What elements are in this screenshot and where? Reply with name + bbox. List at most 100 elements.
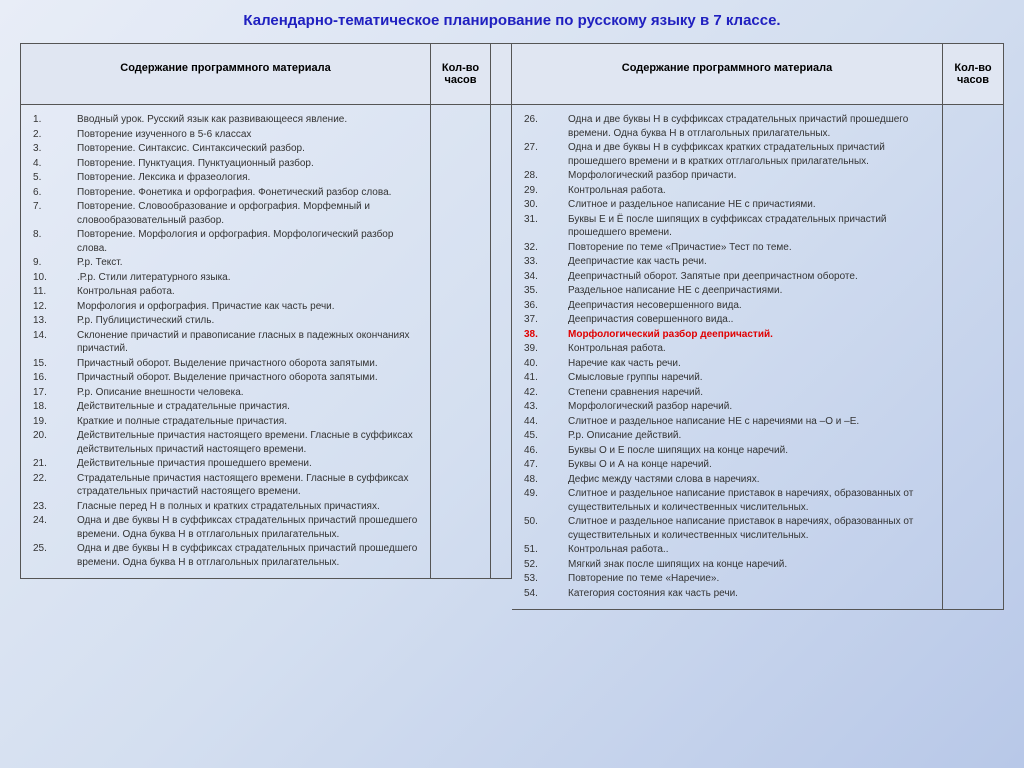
list-item-text: Одна и две буквы Н в суффиксах страдател… (77, 514, 424, 541)
list-item-text: Деепричастия совершенного вида.. (568, 313, 936, 327)
list-item: Страдательные причастия настоящего време… (33, 472, 424, 499)
spacer-cell-left (491, 105, 511, 578)
list-item: Слитное и раздельное написание приставок… (524, 515, 936, 542)
list-item: Деепричастный оборот. Запятые при деепри… (524, 270, 936, 284)
list-item: Повторение по теме «Причастие» Тест по т… (524, 241, 936, 255)
list-item: Повторение. Словообразование и орфографи… (33, 200, 424, 227)
list-item-text: Контрольная работа. (77, 285, 424, 299)
list-item: Одна и две буквы Н в суффиксах страдател… (33, 542, 424, 569)
list-item-text: Степени сравнения наречий. (568, 386, 936, 400)
hours-cell-right (943, 105, 1003, 609)
list-item: Причастный оборот. Выделение причастного… (33, 357, 424, 371)
list-item: Контрольная работа. (524, 342, 936, 356)
list-item-text: Буквы Е и Ё после шипящих в суффиксах ст… (568, 213, 936, 240)
list-item-text: Одна и две буквы Н в суффиксах страдател… (77, 542, 424, 569)
list-item-text: Р.р. Текст. (77, 256, 424, 270)
list-item-text: Слитное и раздельное написание приставок… (568, 487, 936, 514)
list-item-text: Слитное и раздельное написание НЕ с прич… (568, 198, 936, 212)
item-list-right: Одна и две буквы Н в суффиксах страдател… (524, 113, 936, 600)
list-item-text: Повторение. Синтаксис. Синтаксический ра… (77, 142, 424, 156)
list-item-text: Категория состояния как часть речи. (568, 587, 936, 601)
list-item-text: Контрольная работа. (568, 184, 936, 198)
list-item: Деепричастия совершенного вида.. (524, 313, 936, 327)
list-item: Вводный урок. Русский язык как развивающ… (33, 113, 424, 127)
list-item: Склонение причастий и правописание гласн… (33, 329, 424, 356)
list-item-text: Слитное и раздельное написание приставок… (568, 515, 936, 542)
content-cell-left: Вводный урок. Русский язык как развивающ… (21, 105, 431, 578)
hours-cell-left (431, 105, 491, 578)
list-item-text: Смысловые группы наречий. (568, 371, 936, 385)
list-item: Повторение. Пунктуация. Пунктуационный р… (33, 157, 424, 171)
list-item: Р.р. Публицистический стиль. (33, 314, 424, 328)
list-item-text: Вводный урок. Русский язык как развивающ… (77, 113, 424, 127)
list-item-text: Склонение причастий и правописание гласн… (77, 329, 424, 356)
list-item: Деепричастие как часть речи. (524, 255, 936, 269)
list-item: Р.р. Описание действий. (524, 429, 936, 443)
header-hours-right: Кол-во часов (943, 44, 1003, 104)
list-item-text: Повторение. Лексика и фразеология. (77, 171, 424, 185)
list-item: Морфологический разбор деепричастий. (524, 328, 936, 342)
list-item: Гласные перед Н в полных и кратких страд… (33, 500, 424, 514)
list-item: Морфологический разбор причасти. (524, 169, 936, 183)
list-item-text: Повторение. Словообразование и орфографи… (77, 200, 424, 227)
list-item-text: Действительные причастия прошедшего врем… (77, 457, 424, 471)
list-item: Повторение по теме «Наречие». (524, 572, 936, 586)
list-item-text: Одна и две буквы Н в суффиксах страдател… (568, 113, 936, 140)
list-item: Р.р. Описание внешности человека. (33, 386, 424, 400)
list-item: Буквы О и А на конце наречий. (524, 458, 936, 472)
list-item: Действительные причастия настоящего врем… (33, 429, 424, 456)
list-item-text: Повторение. Морфология и орфография. Мор… (77, 228, 424, 255)
list-item-text: Морфологический разбор наречий. (568, 400, 936, 414)
list-item: Буквы Е и Ё после шипящих в суффиксах ст… (524, 213, 936, 240)
list-item: Одна и две буквы Н в суффиксах страдател… (524, 113, 936, 140)
list-item-text: Слитное и раздельное написание НЕ с наре… (568, 415, 936, 429)
list-item: Слитное и раздельное написание приставок… (524, 487, 936, 514)
list-item: .Р.р. Стили литературного языка. (33, 271, 424, 285)
list-item-text: Раздельное написание НЕ с деепричастиями… (568, 284, 936, 298)
list-item-text: Деепричастия несовершенного вида. (568, 299, 936, 313)
list-item-text: Р.р. Описание внешности человека. (77, 386, 424, 400)
list-item-text: Страдательные причастия настоящего време… (77, 472, 424, 499)
list-item: Повторение. Синтаксис. Синтаксический ра… (33, 142, 424, 156)
list-item-text: Повторение. Фонетика и орфография. Фонет… (77, 186, 424, 200)
list-item: Категория состояния как часть речи. (524, 587, 936, 601)
header-hours-left: Кол-во часов (431, 44, 491, 104)
list-item: Действительные причастия прошедшего врем… (33, 457, 424, 471)
list-item: Дефис между частями слова в наречиях. (524, 473, 936, 487)
list-item-text: Повторение изученного в 5-6 классах (77, 128, 424, 142)
list-item-text: Деепричастие как часть речи. (568, 255, 936, 269)
list-item-text: Гласные перед Н в полных и кратких страд… (77, 500, 424, 514)
header-content-left: Содержание программного материала (21, 44, 431, 104)
list-item: Одна и две буквы Н в суффиксах кратких с… (524, 141, 936, 168)
list-item: Деепричастия несовершенного вида. (524, 299, 936, 313)
list-item-text: Морфологический разбор причасти. (568, 169, 936, 183)
list-item-text: Одна и две буквы Н в суффиксах кратких с… (568, 141, 936, 168)
list-item-text: Дефис между частями слова в наречиях. (568, 473, 936, 487)
list-item-text: Р.р. Публицистический стиль. (77, 314, 424, 328)
list-item: Краткие и полные страдательные причастия… (33, 415, 424, 429)
list-item: Р.р. Текст. (33, 256, 424, 270)
list-item: Контрольная работа. (33, 285, 424, 299)
list-item-text: Мягкий знак после шипящих на конце нареч… (568, 558, 936, 572)
list-item: Степени сравнения наречий. (524, 386, 936, 400)
item-list-left: Вводный урок. Русский язык как развивающ… (33, 113, 424, 569)
page-title: Календарно-тематическое планирование по … (20, 12, 1004, 29)
list-item-text: Причастный оборот. Выделение причастного… (77, 357, 424, 371)
list-item: Мягкий знак после шипящих на конце нареч… (524, 558, 936, 572)
list-item-text: Повторение по теме «Наречие». (568, 572, 936, 586)
list-item: Действительные и страдательные причастия… (33, 400, 424, 414)
list-item-text: Причастный оборот. Выделение причастного… (77, 371, 424, 385)
list-item-text: Морфология и орфография. Причастие как ч… (77, 300, 424, 314)
list-item-text: Повторение. Пунктуация. Пунктуационный р… (77, 157, 424, 171)
list-item-text: Морфологический разбор деепричастий. (568, 328, 936, 342)
list-item-text: Буквы О и А на конце наречий. (568, 458, 936, 472)
content-cell-right: Одна и две буквы Н в суффиксах страдател… (512, 105, 943, 609)
header-content-right: Содержание программного материала (512, 44, 943, 104)
list-item-text: Повторение по теме «Причастие» Тест по т… (568, 241, 936, 255)
list-item: Повторение. Лексика и фразеология. (33, 171, 424, 185)
list-item: Слитное и раздельное написание НЕ с прич… (524, 198, 936, 212)
list-item: Морфология и орфография. Причастие как ч… (33, 300, 424, 314)
list-item-text: Действительные причастия настоящего врем… (77, 429, 424, 456)
list-item-text: Контрольная работа. (568, 342, 936, 356)
header-spacer-left (491, 44, 511, 104)
